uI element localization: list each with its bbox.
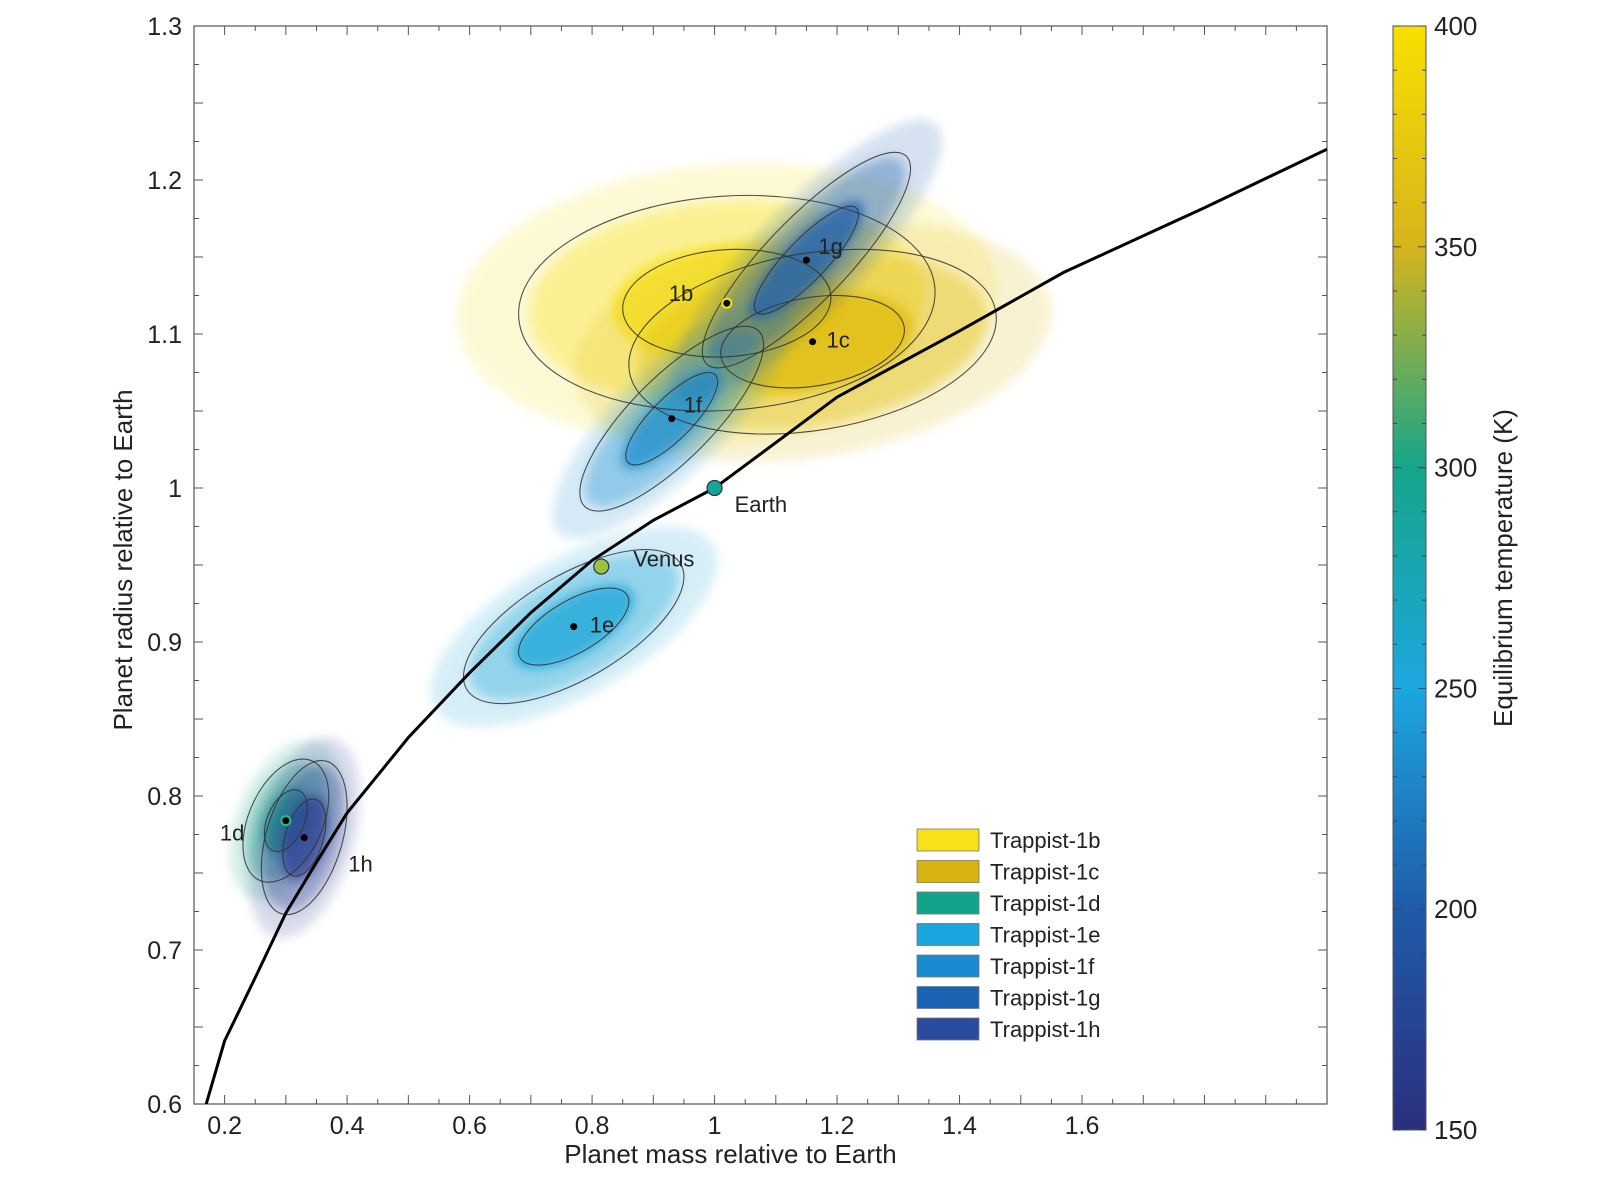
- planet-marker-1c: [809, 338, 817, 346]
- planet-marker-1f: [668, 415, 676, 423]
- colorbar-tick-label: 250: [1434, 673, 1477, 703]
- y-tick-label: 1.1: [147, 321, 182, 349]
- legend-label-1f: Trappist-1f: [990, 954, 1095, 979]
- x-tick-label: 0.8: [575, 1112, 610, 1140]
- x-tick-label: 0.2: [207, 1112, 242, 1140]
- planet-label-1c: 1c: [827, 328, 850, 353]
- contour-2sigma-1f: [579, 325, 765, 512]
- colorbar-tick-label: 300: [1434, 453, 1477, 483]
- planet-marker-1g: [802, 256, 810, 264]
- contour-1sigma-1c: [720, 294, 905, 389]
- ref-marker-venus: [593, 558, 610, 575]
- legend-swatch-1h: [916, 1017, 980, 1041]
- planet-label-1e: 1e: [590, 613, 614, 638]
- ref-label-venus: Venus: [633, 547, 694, 572]
- y-axis: 0.6 0.7 0.8 0.9 1 1.1 1.2 1.3: [147, 13, 1327, 1119]
- contour-1sigma-1f: [625, 371, 719, 466]
- legend-swatch-1b: [916, 828, 980, 852]
- x-tick-label: 1: [708, 1112, 722, 1140]
- legend-swatch-1g: [916, 986, 980, 1009]
- reference-bodies: Venus Earth: [593, 479, 788, 575]
- colorbar-tick-label: 150: [1434, 1115, 1477, 1145]
- colorbar-tick-label: 200: [1434, 894, 1477, 924]
- contour-2sigma-1h: [260, 760, 348, 916]
- x-axis: 0.2 0.4 0.6 0.8 1 1.2 1.4 1.6: [207, 26, 1297, 1140]
- x-tick-label: 1.2: [820, 1112, 855, 1140]
- colorbar-gradient: [1392, 25, 1427, 1131]
- legend-swatch-1e: [916, 923, 980, 946]
- mass-radius-curve: [204, 147, 1327, 1104]
- planet-label-1d: 1d: [220, 821, 244, 846]
- contour-1sigma-1h: [282, 798, 327, 877]
- y-axis-title: Planet radius relative to Earth: [108, 389, 138, 730]
- contour-1sigma-1g: [753, 205, 860, 315]
- x-tick-label: 0.4: [330, 1112, 365, 1140]
- planet-marker-1d: [282, 817, 290, 825]
- y-tick-label: 1.2: [147, 167, 182, 195]
- planet-markers: 1b 1c 1d 1e 1f 1g 1h: [220, 234, 850, 877]
- legend-label-1b: Trappist-1b: [990, 828, 1100, 853]
- colorbar-tick-label: 350: [1434, 232, 1477, 262]
- legend-label-1d: Trappist-1d: [990, 891, 1100, 916]
- x-tick-label: 1.4: [942, 1112, 977, 1140]
- mass-radius-curve-group: [204, 147, 1327, 1104]
- contour-2sigma-1g: [701, 151, 912, 369]
- x-tick-label: 0.6: [452, 1112, 487, 1140]
- legend-label-1c: Trappist-1c: [990, 860, 1099, 885]
- legend-label-1g: Trappist-1g: [990, 986, 1100, 1011]
- y-tick-label: 0.9: [147, 629, 182, 657]
- colorbar-title: Equilibrium temperature (K): [1488, 409, 1518, 727]
- contour-2sigma-1e: [462, 549, 685, 705]
- colorbar-tick-label: 400: [1434, 11, 1477, 41]
- legend-label-1h: Trappist-1h: [990, 1017, 1100, 1042]
- colorbar-ticks: 150 200 250 300 350 400: [1393, 11, 1477, 1145]
- legend-swatch-1f: [916, 954, 980, 978]
- planet-marker-1h: [300, 834, 308, 842]
- legend: Trappist-1b Trappist-1c Trappist-1d Trappis…: [916, 828, 1100, 1042]
- x-axis-title: Planet mass relative to Earth: [564, 1139, 896, 1169]
- planet-label-1b: 1b: [669, 281, 693, 306]
- planet-marker-1b: [723, 299, 731, 307]
- contour-2sigma-1d: [242, 758, 330, 883]
- colorbar: 150 200 250 300 350 400: [1392, 11, 1477, 1145]
- y-tick-label: 0.7: [147, 937, 182, 965]
- y-tick-label: 0.6: [147, 1091, 182, 1119]
- legend-label-1e: Trappist-1e: [990, 923, 1100, 948]
- legend-swatch-1d: [916, 891, 980, 915]
- contour-1sigma-1e: [518, 587, 630, 666]
- legend-swatch-1c: [916, 860, 980, 883]
- planet-label-1f: 1f: [684, 393, 703, 418]
- ref-label-earth: Earth: [735, 492, 788, 517]
- planet-label-1h: 1h: [348, 852, 372, 877]
- planet-marker-1e: [570, 623, 578, 631]
- y-tick-label: 0.8: [147, 783, 182, 811]
- contour-1sigma-1d: [263, 789, 308, 852]
- y-tick-label: 1: [168, 475, 182, 503]
- y-tick-label: 1.3: [147, 13, 182, 41]
- ref-marker-earth: [706, 479, 723, 497]
- planet-label-1g: 1g: [818, 234, 842, 259]
- x-tick-label: 1.6: [1065, 1112, 1100, 1140]
